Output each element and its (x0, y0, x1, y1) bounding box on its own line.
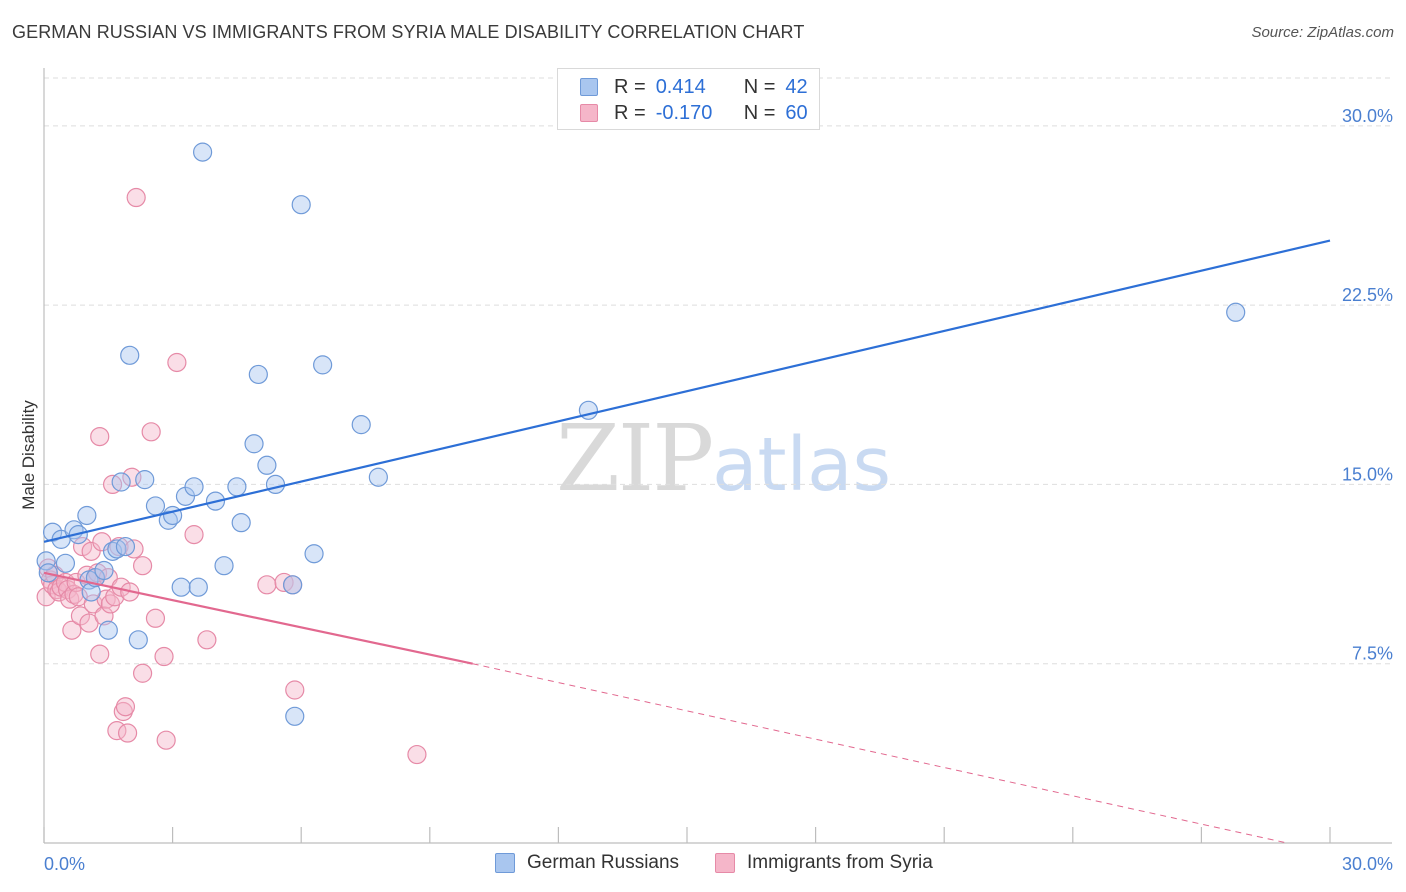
data-point-syria (167, 352, 187, 373)
data-point-german-russian (368, 467, 388, 487)
data-point-german-russian (111, 472, 131, 492)
data-point-german-russian (244, 434, 264, 454)
legend-r-value: 0.414 (655, 75, 706, 98)
data-point-german-russian (193, 142, 213, 162)
data-point-german-russian (313, 355, 333, 375)
data-point-syria (126, 187, 146, 208)
legend-swatch-blue (495, 853, 515, 873)
legend-swatch-blue (580, 78, 598, 96)
data-point-syria (132, 663, 153, 683)
data-point-syria (81, 541, 101, 561)
legend-row-german-russians: R = 0.414 N = 42 (580, 74, 808, 100)
data-point-syria (145, 608, 166, 628)
data-point-syria (156, 730, 176, 750)
data-point-german-russian (283, 575, 303, 595)
legend-r-label: R = (614, 101, 646, 124)
german-russian-points (36, 142, 1246, 726)
data-point-german-russian (257, 455, 277, 475)
data-point-german-russian (145, 496, 166, 516)
gridlines (44, 77, 1392, 665)
legend-n-label: N = (743, 101, 776, 124)
data-point-syria (90, 644, 110, 664)
data-point-syria (115, 697, 136, 717)
watermark: ZIPatlas (556, 405, 891, 512)
source-label: Source: ZipAtlas.com (1251, 24, 1394, 41)
data-point-german-russian (135, 470, 155, 490)
data-point-syria (257, 575, 277, 595)
data-point-german-russian (115, 536, 136, 557)
data-point-german-russian (231, 513, 251, 533)
data-point-syria (117, 723, 138, 743)
watermark-zip: ZIP (556, 405, 714, 512)
data-point-german-russian (214, 556, 234, 576)
x-tick-label: 0.0% (44, 854, 85, 874)
data-point-german-russian (188, 577, 208, 597)
series-legend: German Russians Immigrants from Syria (0, 852, 1406, 878)
data-point-syria (94, 606, 114, 626)
data-point-german-russian (120, 345, 140, 365)
data-point-german-russian (36, 551, 56, 571)
tick-labels: 7.5% 15.0% 22.5% 30.0% 0.0% 30.0% Male Disabil… (19, 106, 1393, 874)
data-point-german-russian (55, 553, 76, 573)
legend-swatch-pink (580, 104, 598, 122)
data-point-german-russian (128, 630, 148, 650)
legend-item-german-russians: German Russians (495, 852, 679, 874)
data-point-german-russian (1226, 302, 1246, 322)
trend-line-syria (43, 571, 473, 665)
legend-n-value: 60 (785, 101, 808, 124)
data-point-syria (132, 556, 153, 576)
data-point-syria (285, 680, 305, 700)
data-point-german-russian (77, 505, 97, 526)
legend-label-syria: Immigrants from Syria (747, 852, 933, 873)
y-tick-label: 22.5% (1342, 285, 1393, 305)
legend-r-label: R = (614, 75, 646, 98)
axes (43, 68, 1392, 844)
data-point-german-russian (291, 195, 311, 215)
trend-line-german-russians (43, 239, 1331, 543)
trend-line-syria-extension (472, 663, 1288, 844)
x-tick-label: 30.0% (1342, 854, 1393, 874)
watermark-atlas: atlas (712, 422, 891, 508)
y-tick-label: 30.0% (1342, 106, 1393, 126)
data-point-german-russian (98, 620, 118, 640)
data-point-syria (407, 744, 427, 765)
data-point-german-russian (227, 477, 247, 497)
data-point-syria (197, 630, 217, 650)
legend-swatch-pink (715, 853, 735, 873)
data-point-german-russian (285, 706, 305, 726)
legend-label-german-russians: German Russians (527, 852, 680, 873)
data-point-german-russian (248, 364, 268, 385)
syria-points (36, 187, 427, 765)
data-point-german-russian (94, 560, 114, 581)
data-point-syria (184, 525, 204, 545)
y-tick-label: 15.0% (1342, 464, 1393, 484)
y-tick-label: 7.5% (1352, 644, 1393, 664)
data-point-syria (154, 646, 174, 667)
data-point-syria (62, 620, 82, 640)
chart-title: GERMAN RUSSIAN VS IMMIGRANTS FROM SYRIA … (12, 22, 805, 42)
data-point-syria (90, 426, 110, 447)
legend-item-syria: Immigrants from Syria (715, 852, 933, 874)
data-point-german-russian (304, 544, 324, 564)
legend-r-value: -0.170 (655, 101, 713, 124)
legend-n-label: N = (743, 75, 776, 98)
correlation-legend: R = 0.414 N = 42 R = -0.170 N = 60 (557, 68, 820, 130)
data-point-german-russian (171, 577, 191, 597)
data-point-syria (83, 594, 103, 614)
data-point-syria (141, 422, 161, 442)
legend-row-syria: R = -0.170 N = 60 (580, 100, 808, 126)
data-point-german-russian (265, 474, 286, 495)
legend-n-value: 42 (785, 75, 808, 98)
y-axis-label: Male Disability (19, 400, 38, 510)
data-point-german-russian (184, 477, 204, 497)
data-point-german-russian (351, 415, 371, 435)
trend-lines (43, 239, 1331, 844)
